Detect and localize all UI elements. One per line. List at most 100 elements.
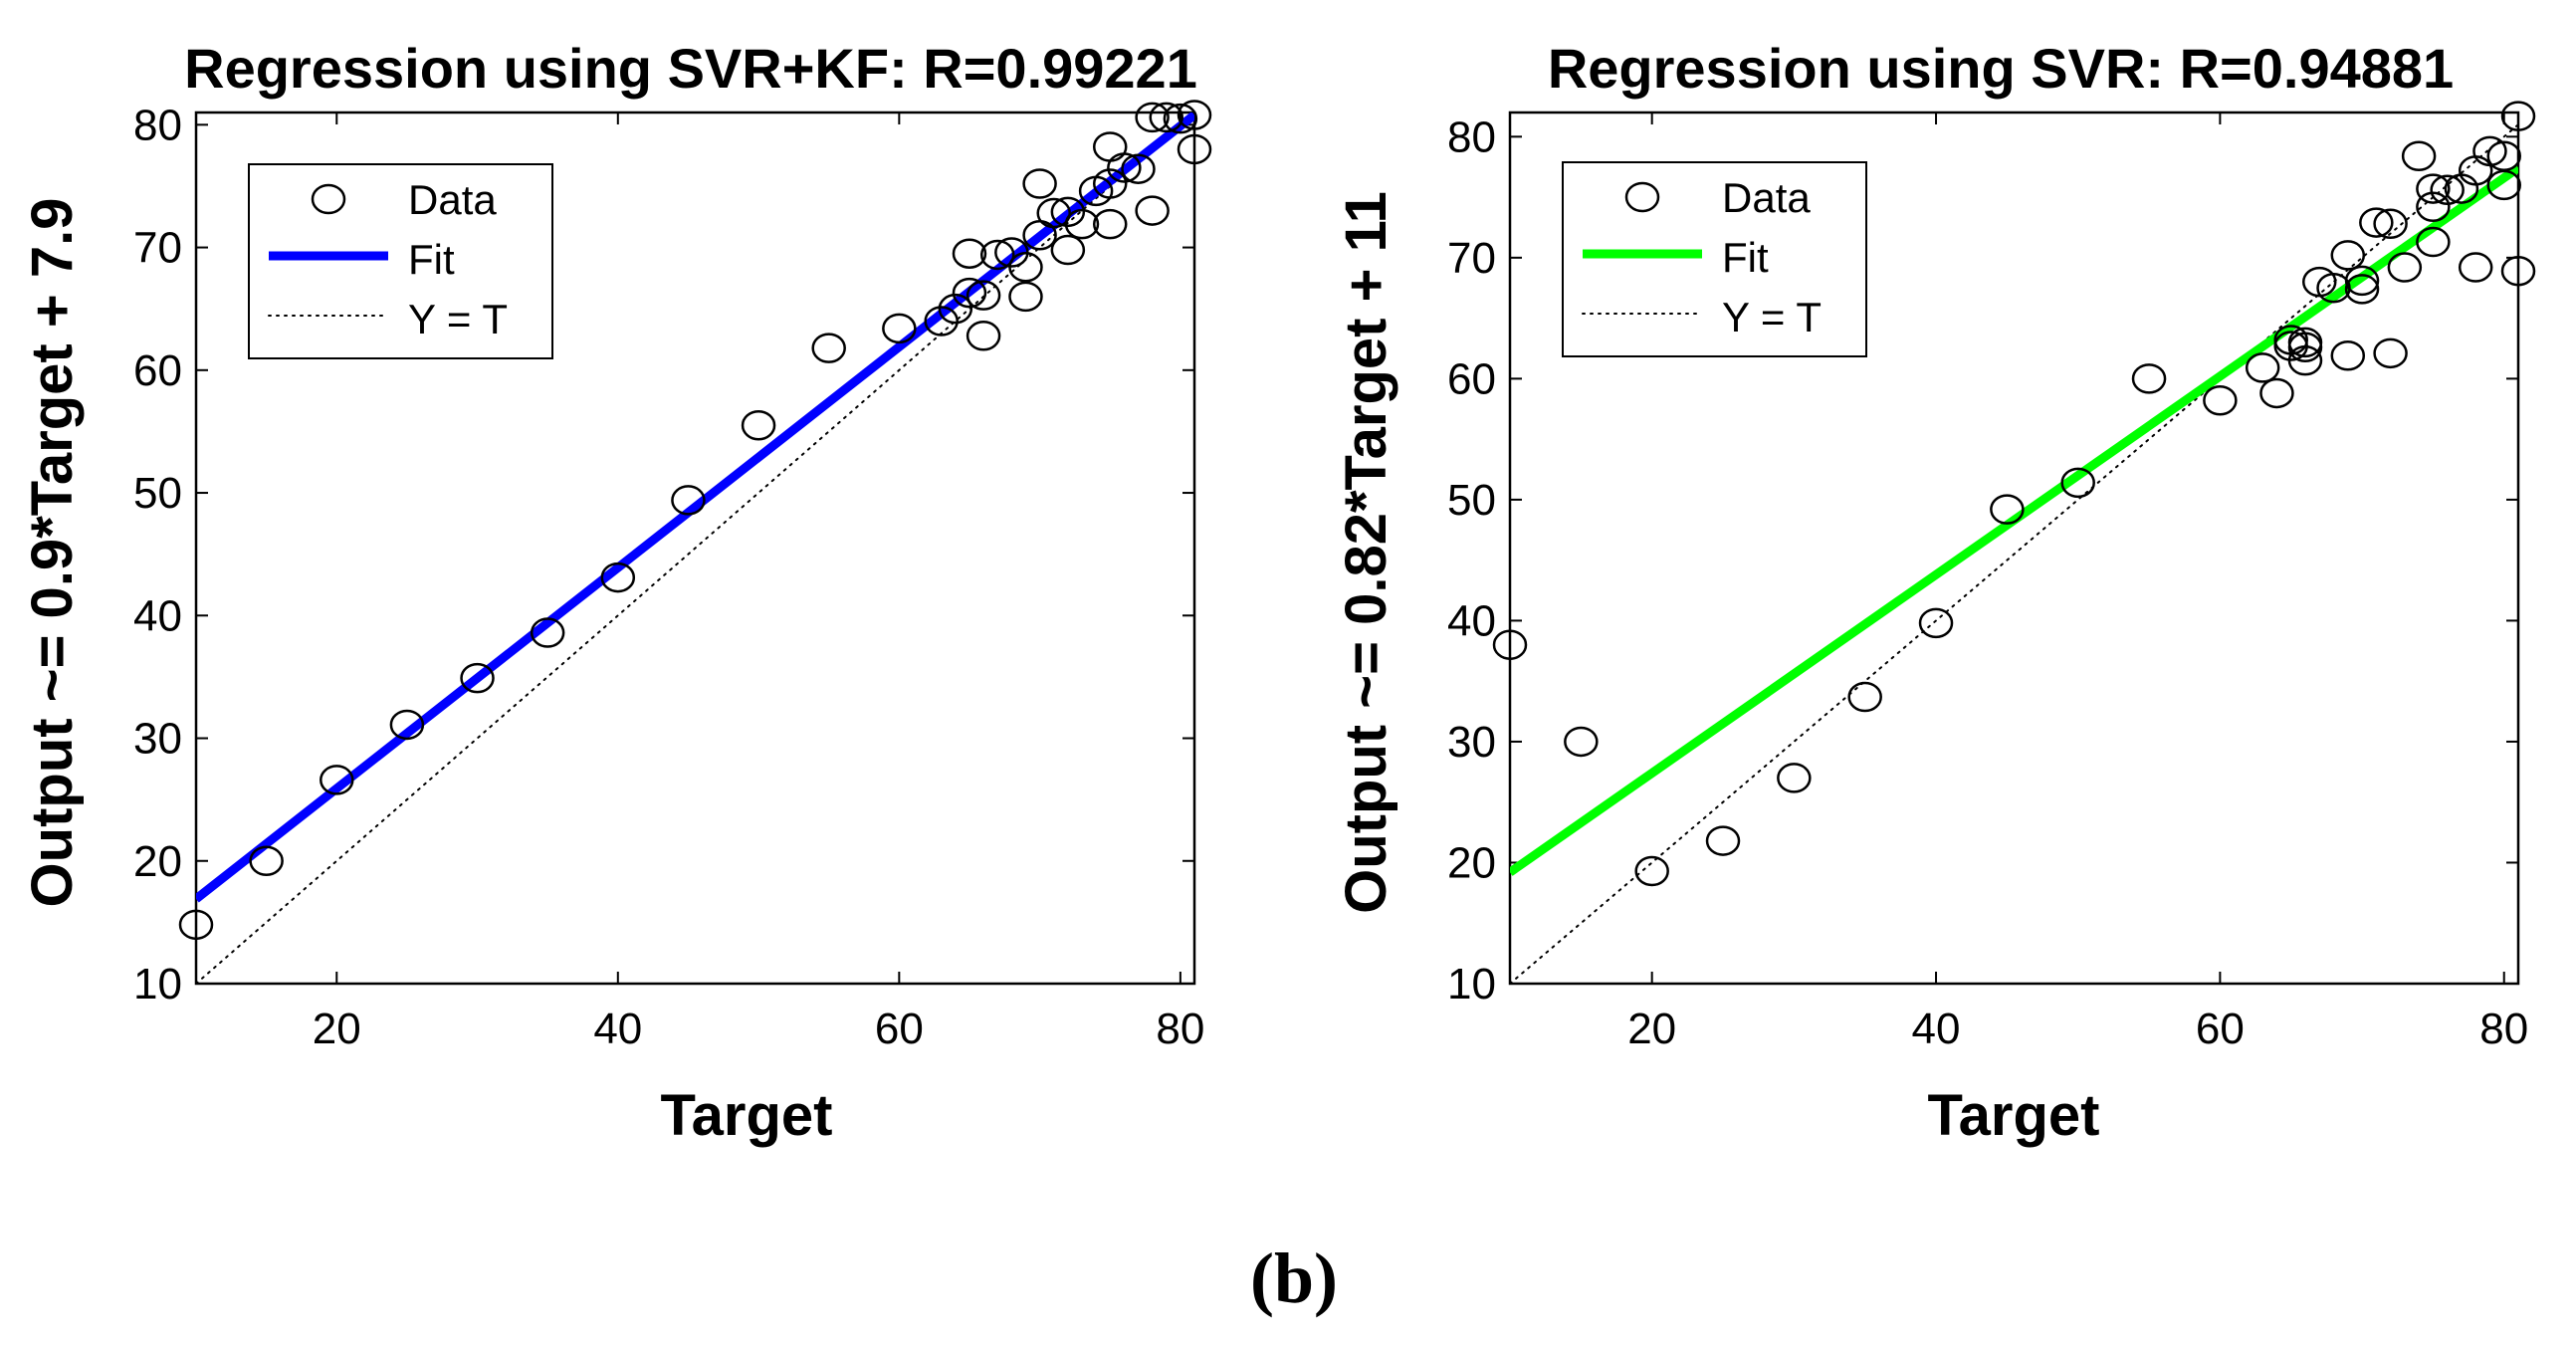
data-point (1177, 133, 1212, 165)
x-tick-label: 40 (593, 1005, 642, 1053)
data-point (2330, 240, 2366, 271)
data-point (1634, 855, 1669, 887)
data-point (966, 321, 1001, 351)
legend-box (248, 163, 553, 359)
data-point (938, 293, 973, 325)
data-point (2416, 226, 2451, 258)
y-axis-label: Output ~= 0.9*Target + 7.9 (20, 198, 85, 908)
legend-entry-label: Y = T (1722, 294, 1822, 340)
data-point (952, 277, 987, 309)
data-point (178, 909, 214, 941)
chart-title: Regression using SVR+KF: R=0.99221 (184, 37, 1197, 100)
x-tick-label: 20 (1627, 1005, 1676, 1053)
y-tick-label: 40 (133, 591, 182, 640)
legend: Data Fit Y = T (1562, 161, 1867, 357)
data-point (2387, 252, 2423, 283)
identity-line (196, 112, 1194, 984)
data-point (1092, 208, 1128, 240)
x-axis-label: Target (1928, 1083, 2100, 1148)
x-tick-label: 80 (2479, 1005, 2528, 1053)
x-tick-label: 60 (2196, 1005, 2245, 1053)
data-point (2486, 169, 2521, 201)
data-point (2287, 344, 2323, 376)
data-point (2344, 265, 2380, 297)
data-point (2373, 208, 2408, 240)
data-point (1050, 234, 1086, 266)
data-point (2416, 173, 2451, 204)
data-point (249, 845, 284, 877)
legend-entry-label: Fit (1722, 234, 1769, 281)
x-tick-label: 60 (875, 1005, 924, 1053)
chart-title: Regression using SVR: R=0.94881 (1548, 37, 2454, 100)
plot-area: 20 40 60 80 10 20 30 40 50 60 70 80 Data Fit Y = T (1447, 101, 2536, 1053)
data-point (2330, 340, 2366, 371)
data-point (966, 280, 1001, 311)
legend-entry-label: Y = T (408, 296, 508, 342)
data-point (671, 485, 706, 516)
x-axis-label: Target (661, 1083, 833, 1148)
data-point (1121, 153, 1156, 184)
data-point (600, 561, 636, 593)
y-tick-label: 50 (1447, 476, 1496, 525)
data-point (1135, 195, 1170, 226)
y-tick-label: 10 (133, 960, 182, 1009)
y-tick-label: 30 (133, 715, 182, 764)
data-point (1492, 629, 1528, 660)
data-point (1847, 681, 1882, 713)
legend: Data Fit Y = T (248, 163, 553, 359)
identity-line (1510, 123, 2518, 984)
data-point (1092, 168, 1128, 199)
data-point (2430, 174, 2465, 206)
data-point (1050, 196, 1086, 228)
chart-panel-svr-kf: Regression using SVR+KF: R=0.99221 Targe… (20, 37, 1212, 1148)
legend-entry-label: Data (1722, 174, 1811, 221)
data-point (460, 662, 495, 694)
y-tick-label: 30 (1447, 718, 1496, 767)
x-tick-label: 80 (1156, 1005, 1204, 1053)
data-point (389, 709, 425, 741)
y-tick-label: 70 (133, 224, 182, 273)
data-point (979, 239, 1015, 271)
legend-box (1562, 161, 1867, 357)
y-tick-label: 50 (133, 469, 182, 518)
data-point (1564, 726, 1599, 758)
data-point (952, 238, 987, 269)
chart-panel-svr: Regression using SVR: R=0.94881 Target O… (1334, 37, 2536, 1148)
y-axis-label: Output ~= 0.82*Target + 11 (1334, 191, 1398, 914)
data-point (320, 765, 354, 795)
data-point (2245, 352, 2280, 383)
data-point (1135, 102, 1170, 133)
data-point (2373, 337, 2408, 369)
y-tick-label: 60 (1447, 354, 1496, 403)
y-tick-label: 40 (1447, 596, 1496, 645)
data-point (1163, 103, 1198, 134)
data-point (2344, 274, 2380, 305)
data-point (882, 313, 917, 344)
legend-entry-label: Data (408, 176, 497, 223)
figure-caption: (b) (1250, 1238, 1338, 1318)
legend-entry-label: Fit (408, 236, 455, 283)
plot-area: 20 40 60 80 10 20 30 40 50 60 70 80 Data Fit Y = T (133, 100, 1212, 1053)
data-point (1064, 208, 1100, 240)
axes-box (194, 111, 1196, 986)
data-point (2500, 101, 2536, 131)
data-point (1990, 494, 2025, 525)
data-point (1918, 607, 1954, 639)
y-tick-label: 80 (1447, 112, 1496, 161)
data-point (1149, 102, 1183, 133)
data-point (2060, 467, 2095, 499)
x-tick-label: 20 (313, 1005, 361, 1053)
data-point (741, 410, 776, 441)
data-point (924, 306, 959, 336)
data-point (2416, 191, 2451, 223)
data-point (1036, 197, 1071, 229)
data-point (1008, 281, 1043, 313)
data-point (2287, 327, 2323, 358)
data-point (2472, 135, 2507, 167)
y-tick-label: 60 (133, 346, 182, 395)
data-point (1107, 152, 1142, 183)
legend-data-symbol (311, 183, 346, 215)
data-point (2259, 377, 2294, 409)
data-point (811, 333, 846, 363)
